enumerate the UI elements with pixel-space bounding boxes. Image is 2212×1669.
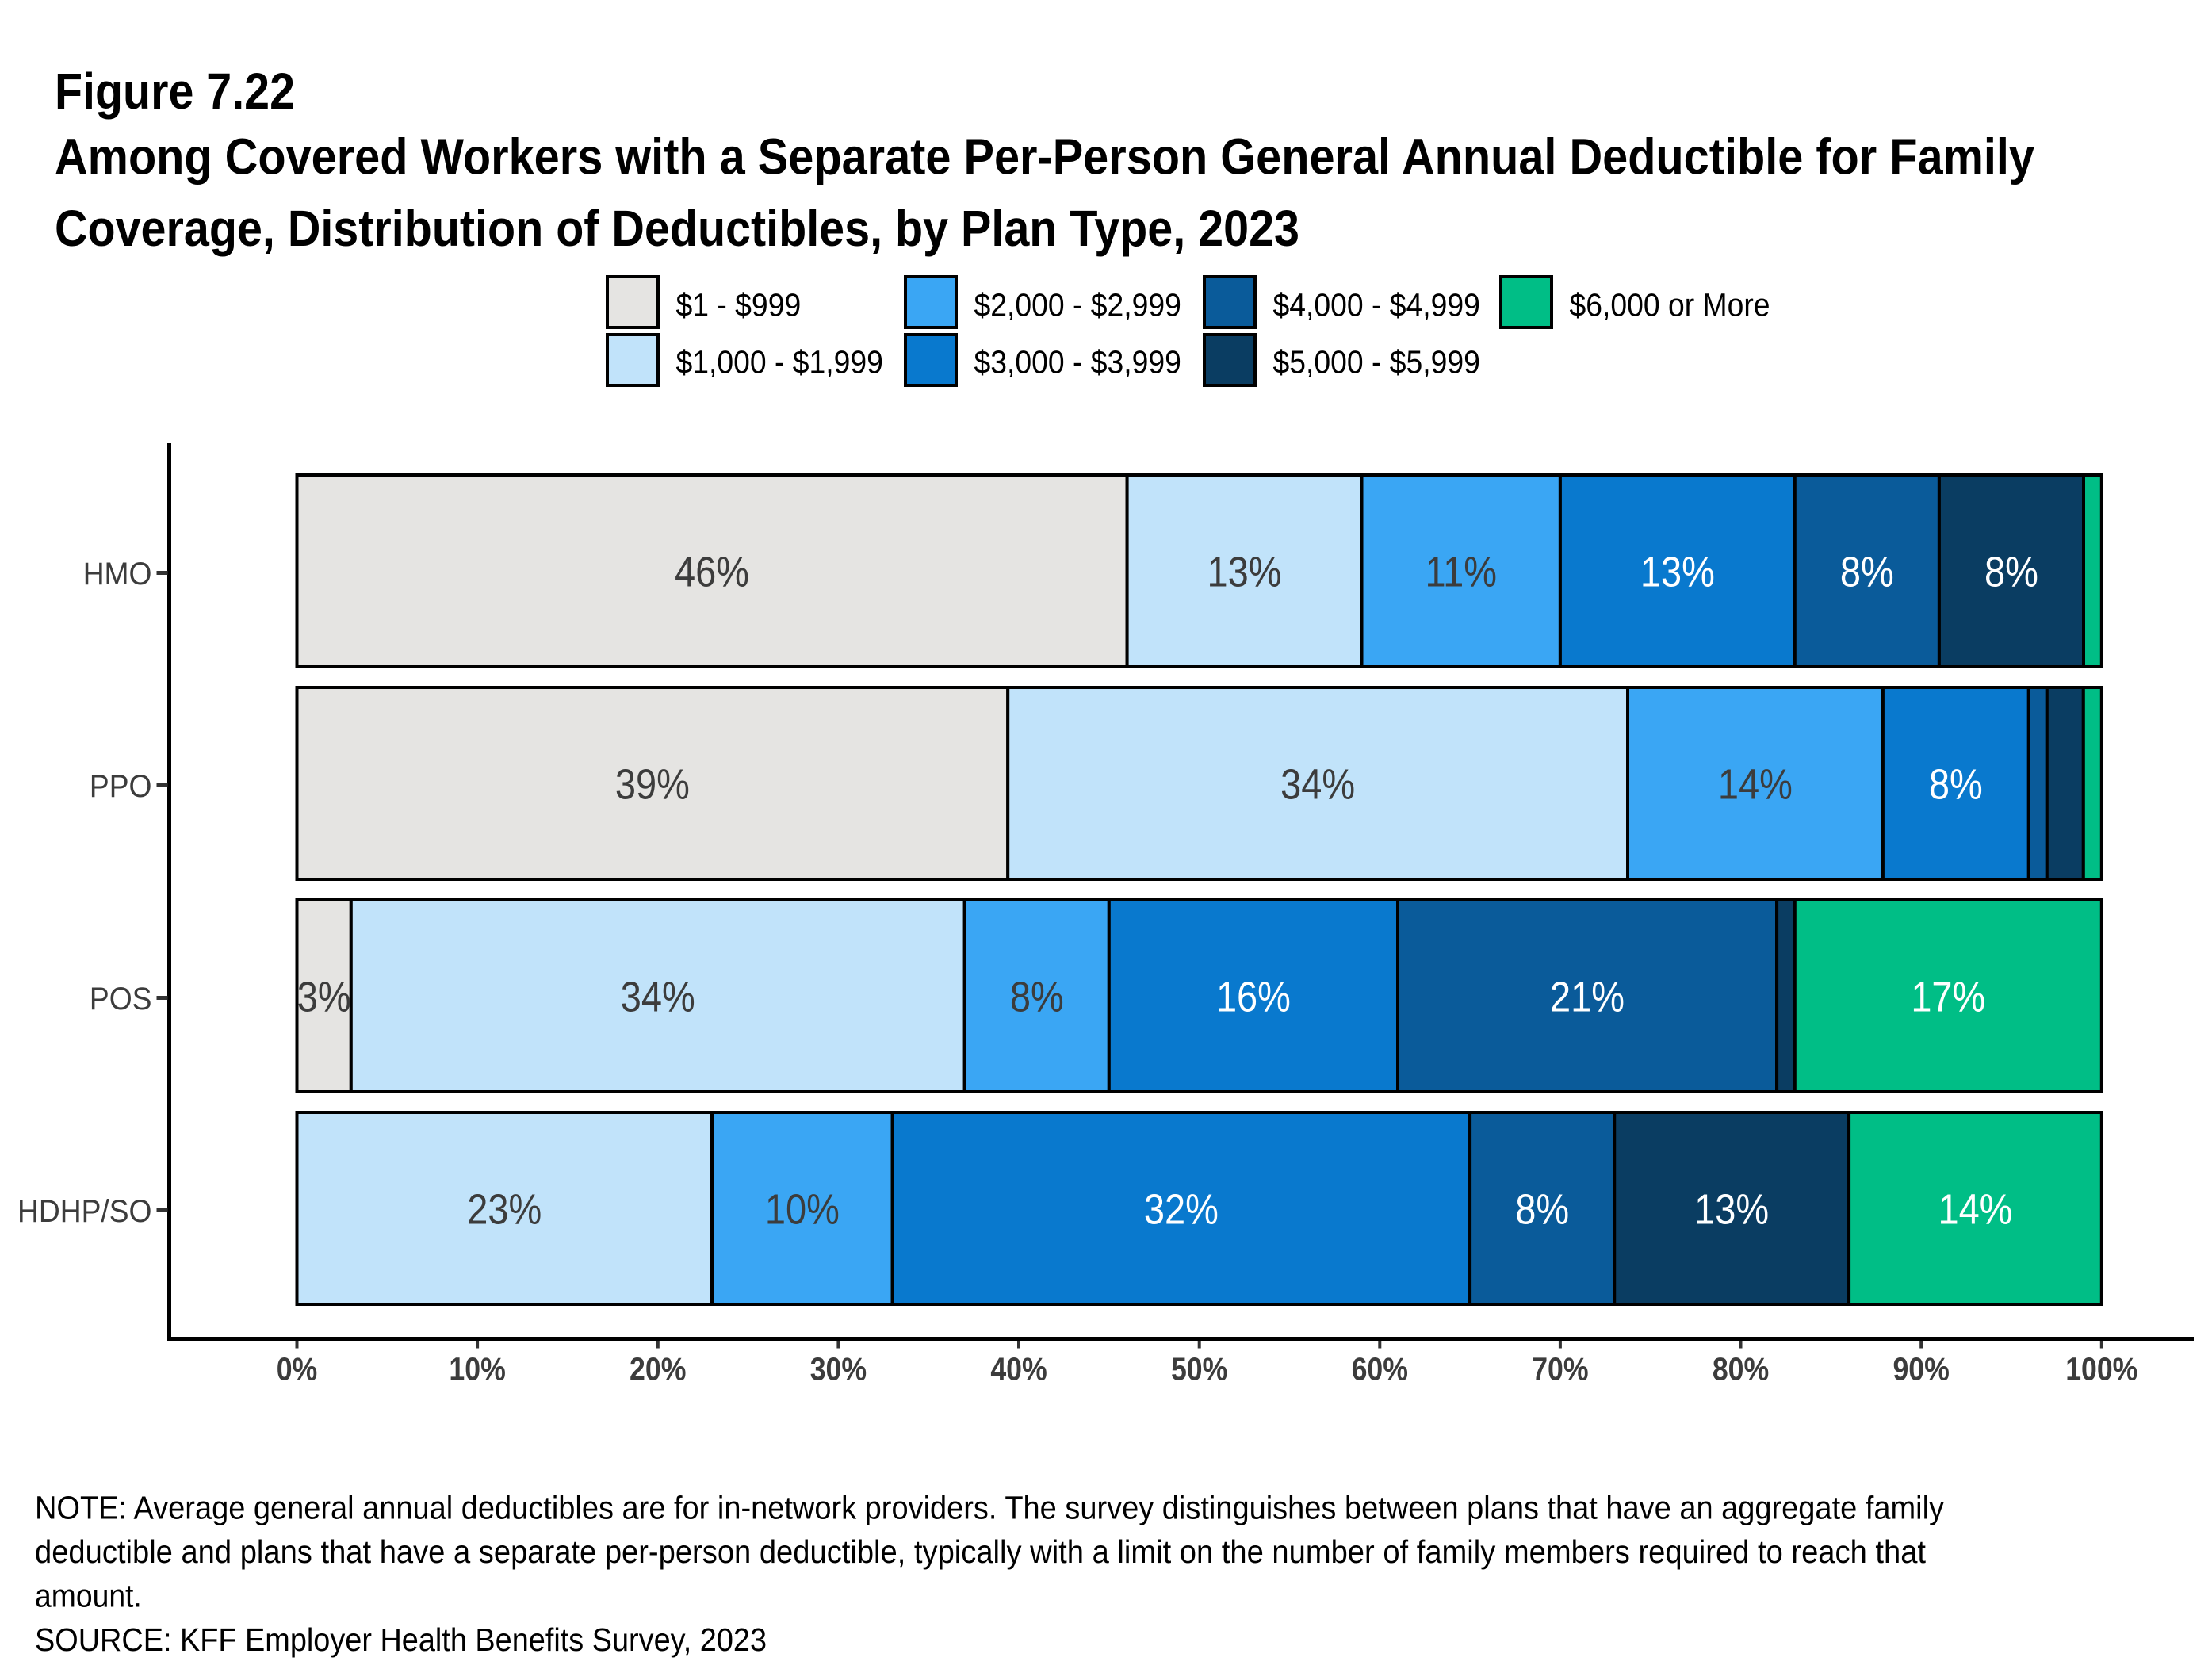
svg-text:$3,000 - $3,999: $3,000 - $3,999 bbox=[974, 344, 1181, 381]
svg-text:50%: 50% bbox=[1171, 1351, 1227, 1388]
svg-text:21%: 21% bbox=[1550, 974, 1625, 1021]
svg-text:14%: 14% bbox=[1938, 1186, 2012, 1234]
svg-text:8%: 8% bbox=[1010, 974, 1064, 1021]
svg-text:$1 - $999: $1 - $999 bbox=[676, 286, 802, 323]
svg-text:8%: 8% bbox=[1840, 549, 1894, 596]
svg-text:SOURCE: KFF Employer Health Be: SOURCE: KFF Employer Health Benefits Sur… bbox=[35, 1621, 767, 1658]
svg-text:13%: 13% bbox=[1694, 1186, 1769, 1234]
svg-text:POS: POS bbox=[90, 982, 152, 1016]
svg-text:deductible and plans that have: deductible and plans that have a separat… bbox=[35, 1533, 1927, 1570]
svg-text:8%: 8% bbox=[1929, 761, 1983, 809]
svg-text:13%: 13% bbox=[1640, 549, 1715, 596]
svg-text:70%: 70% bbox=[1532, 1351, 1588, 1388]
svg-text:30%: 30% bbox=[810, 1351, 867, 1388]
svg-text:16%: 16% bbox=[1216, 974, 1291, 1021]
svg-text:100%: 100% bbox=[2065, 1351, 2137, 1388]
svg-text:$6,000 or More: $6,000 or More bbox=[1570, 286, 1770, 323]
svg-text:17%: 17% bbox=[1911, 974, 1985, 1021]
svg-text:46%: 46% bbox=[675, 549, 749, 596]
svg-text:13%: 13% bbox=[1207, 549, 1282, 596]
svg-text:$1,000 - $1,999: $1,000 - $1,999 bbox=[676, 344, 883, 381]
svg-text:8%: 8% bbox=[1984, 549, 2038, 596]
svg-text:14%: 14% bbox=[1718, 761, 1793, 809]
svg-text:8%: 8% bbox=[1515, 1186, 1569, 1234]
svg-text:34%: 34% bbox=[1280, 761, 1355, 809]
svg-text:3%: 3% bbox=[297, 974, 351, 1021]
svg-text:23%: 23% bbox=[467, 1186, 542, 1234]
svg-text:20%: 20% bbox=[630, 1351, 686, 1388]
svg-text:39%: 39% bbox=[615, 761, 690, 809]
svg-text:32%: 32% bbox=[1144, 1186, 1219, 1234]
svg-text:90%: 90% bbox=[1892, 1351, 1949, 1388]
svg-text:34%: 34% bbox=[621, 974, 695, 1021]
svg-text:$4,000 - $4,999: $4,000 - $4,999 bbox=[1273, 286, 1480, 323]
svg-text:60%: 60% bbox=[1352, 1351, 1408, 1388]
svg-text:11%: 11% bbox=[1425, 549, 1497, 596]
svg-text:amount.: amount. bbox=[35, 1578, 142, 1614]
svg-text:NOTE: Average general annual d: NOTE: Average general annual deductibles… bbox=[35, 1490, 1944, 1526]
svg-text:HDHP/SO: HDHP/SO bbox=[17, 1194, 152, 1229]
svg-text:$2,000 - $2,999: $2,000 - $2,999 bbox=[974, 286, 1181, 323]
svg-text:10%: 10% bbox=[449, 1351, 505, 1388]
svg-text:Coverage, Distribution of Dedu: Coverage, Distribution of Deductibles, b… bbox=[55, 200, 1299, 257]
svg-text:Among Covered Workers with a S: Among Covered Workers with a Separate Pe… bbox=[55, 128, 2034, 186]
svg-text:PPO: PPO bbox=[90, 769, 152, 804]
svg-text:Figure 7.22: Figure 7.22 bbox=[55, 63, 295, 120]
svg-text:10%: 10% bbox=[765, 1186, 840, 1234]
svg-text:$5,000 - $5,999: $5,000 - $5,999 bbox=[1273, 344, 1480, 381]
svg-text:80%: 80% bbox=[1713, 1351, 1769, 1388]
svg-text:40%: 40% bbox=[990, 1351, 1047, 1388]
svg-text:0%: 0% bbox=[277, 1351, 318, 1388]
svg-text:HMO: HMO bbox=[83, 557, 152, 591]
